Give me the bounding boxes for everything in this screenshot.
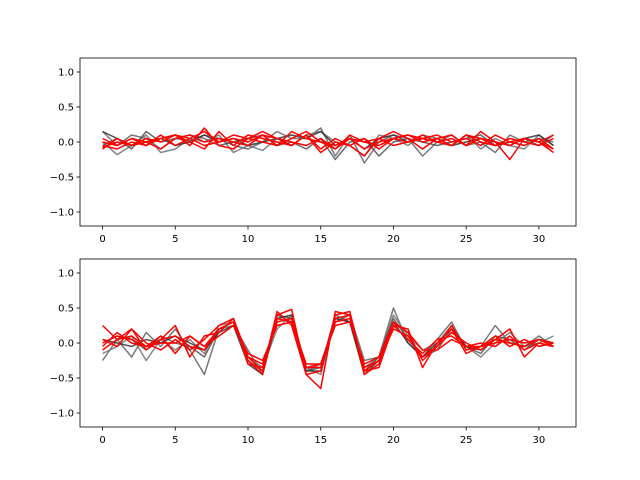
top-series-line-8 [102,130,554,150]
top-ytick-label-4: −1.0 [50,208,74,219]
top-series-line-0 [102,127,554,164]
axes-top: 0 5 10 15 20 25 30 1.0 0.5 0.0 −0.5 −1.0 [50,57,577,245]
axes-bottom: 0 5 10 15 20 25 30 1.0 0.5 0.0 −0.5 −1.0 [50,258,577,446]
top-xtick-label-2: 10 [242,234,255,245]
bottom-series-line-8 [102,321,554,365]
bottom-xtick-label-6: 30 [533,435,546,446]
top-xtick-label-3: 15 [314,234,327,245]
top-xtick-label-4: 20 [387,234,400,245]
bottom-ytick-label-4: −1.0 [50,409,74,420]
top-xtick-label-6: 30 [533,234,546,245]
top-ytick-label-1: 0.5 [58,103,74,114]
top-xtick-label-0: 0 [99,234,105,245]
bottom-series-group [101,307,554,390]
top-series-line-1 [102,130,554,157]
bottom-ytick-label-1: 0.5 [58,304,74,315]
top-ytick-label-3: −0.5 [50,173,74,184]
top-ytick-label-0: 1.0 [58,68,74,79]
bottom-ytick-label-3: −0.5 [50,374,74,385]
bottom-xtick-label-4: 20 [387,435,400,446]
bottom-xtick-label-0: 0 [99,435,105,446]
top-series-group [102,127,554,164]
bottom-xtick-label-5: 25 [460,435,473,446]
top-series-line-5 [102,130,554,150]
bottom-ytick-label-0: 1.0 [58,269,74,280]
bottom-ytick-label-2: 0.0 [58,339,74,350]
bottom-xtick-label-2: 10 [242,435,255,446]
bottom-xtick-label-1: 5 [172,435,178,446]
top-ytick-label-2: 0.0 [58,138,74,149]
top-xtick-label-5: 25 [460,234,473,245]
top-xtick-label-1: 5 [172,234,178,245]
bottom-xtick-label-3: 15 [314,435,327,446]
